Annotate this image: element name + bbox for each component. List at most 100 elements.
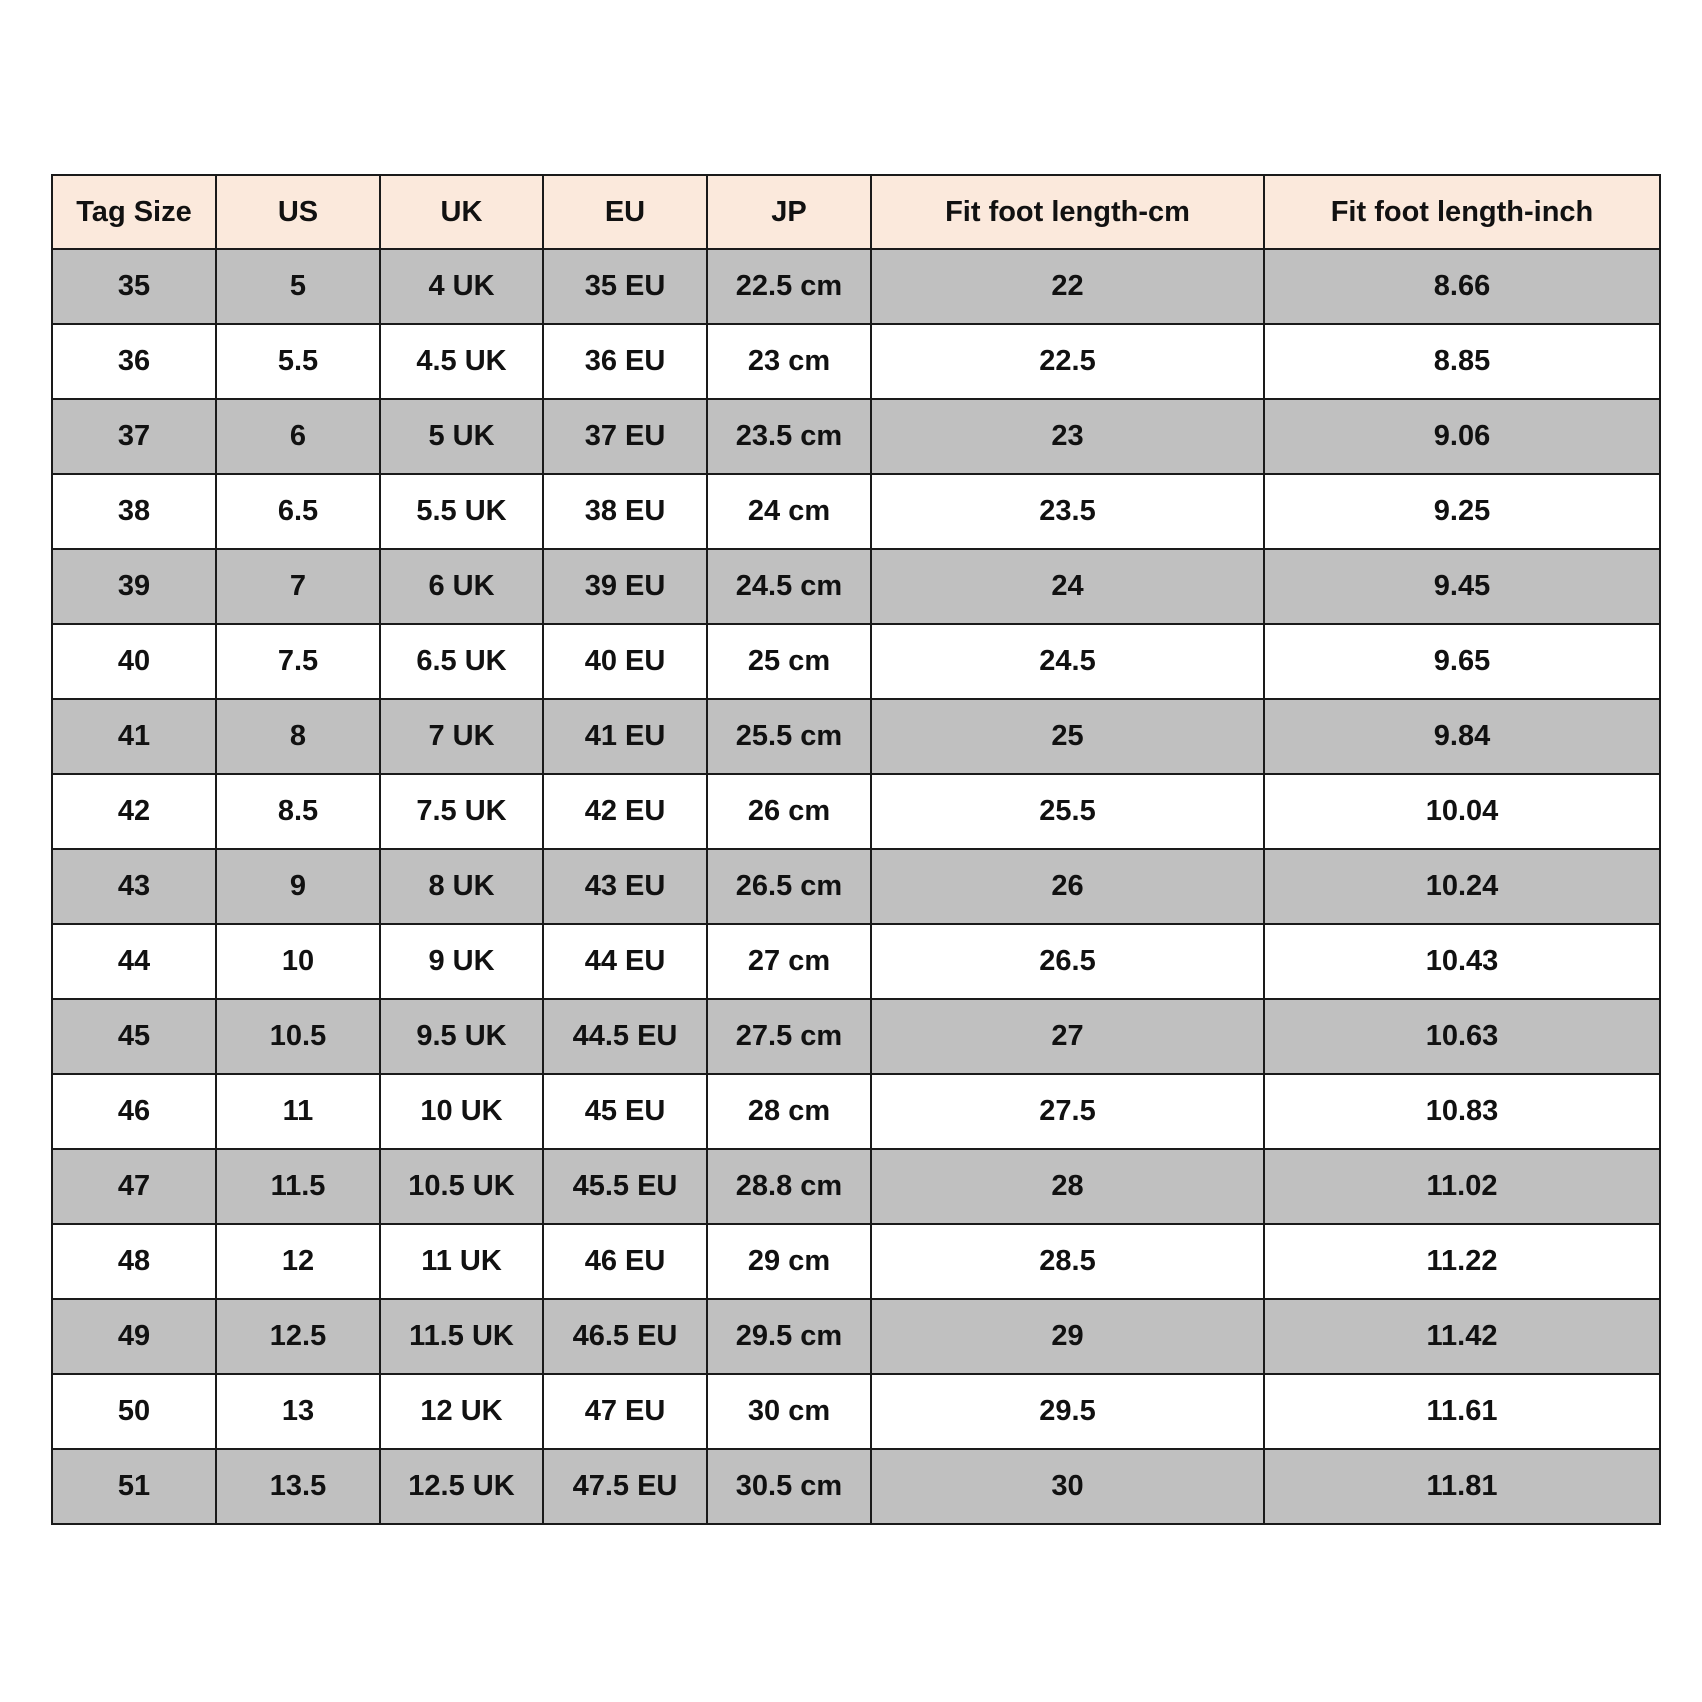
cell-fit-foot-length-inch: 10.83 <box>1263 1073 1661 1150</box>
table-row: 35 5 4 UK 35 EU 22.5 cm 22 8.66 <box>51 248 1661 325</box>
cell-fit-foot-length-cm: 22.5 <box>870 323 1265 400</box>
table-row: 49 12.5 11.5 UK 46.5 EU 29.5 cm 29 11.42 <box>51 1298 1661 1375</box>
cell-eu: 40 EU <box>542 623 708 700</box>
cell-jp: 30.5 cm <box>706 1448 872 1525</box>
column-header-us: US <box>215 174 381 250</box>
cell-fit-foot-length-inch: 11.02 <box>1263 1148 1661 1225</box>
table-row: 43 9 8 UK 43 EU 26.5 cm 26 10.24 <box>51 848 1661 925</box>
cell-jp: 26 cm <box>706 773 872 850</box>
cell-jp: 22.5 cm <box>706 248 872 325</box>
table-row: 37 6 5 UK 37 EU 23.5 cm 23 9.06 <box>51 398 1661 475</box>
cell-uk: 7.5 UK <box>379 773 544 850</box>
column-header-uk: UK <box>379 174 544 250</box>
cell-us: 12.5 <box>215 1298 381 1375</box>
cell-uk: 9.5 UK <box>379 998 544 1075</box>
cell-uk: 6.5 UK <box>379 623 544 700</box>
cell-eu: 38 EU <box>542 473 708 550</box>
cell-uk: 10 UK <box>379 1073 544 1150</box>
cell-us: 7 <box>215 548 381 625</box>
table-row: 38 6.5 5.5 UK 38 EU 24 cm 23.5 9.25 <box>51 473 1661 550</box>
cell-tag-size: 48 <box>51 1223 217 1300</box>
cell-us: 6.5 <box>215 473 381 550</box>
cell-uk: 9 UK <box>379 923 544 1000</box>
cell-tag-size: 38 <box>51 473 217 550</box>
cell-jp: 25.5 cm <box>706 698 872 775</box>
column-header-tag-size: Tag Size <box>51 174 217 250</box>
column-header-fit-foot-length-cm: Fit foot length-cm <box>870 174 1265 250</box>
cell-eu: 42 EU <box>542 773 708 850</box>
cell-uk: 12 UK <box>379 1373 544 1450</box>
cell-tag-size: 44 <box>51 923 217 1000</box>
cell-uk: 11 UK <box>379 1223 544 1300</box>
cell-fit-foot-length-inch: 8.85 <box>1263 323 1661 400</box>
cell-fit-foot-length-cm: 26 <box>870 848 1265 925</box>
cell-fit-foot-length-cm: 25.5 <box>870 773 1265 850</box>
cell-fit-foot-length-cm: 22 <box>870 248 1265 325</box>
cell-fit-foot-length-inch: 9.65 <box>1263 623 1661 700</box>
cell-fit-foot-length-cm: 23.5 <box>870 473 1265 550</box>
cell-uk: 12.5 UK <box>379 1448 544 1525</box>
cell-eu: 46 EU <box>542 1223 708 1300</box>
cell-us: 5.5 <box>215 323 381 400</box>
cell-tag-size: 37 <box>51 398 217 475</box>
cell-fit-foot-length-cm: 23 <box>870 398 1265 475</box>
header-row: Tag Size US UK EU JP Fit foot length-cm Fit fo… <box>51 174 1661 250</box>
cell-fit-foot-length-cm: 27.5 <box>870 1073 1265 1150</box>
table-row: 46 11 10 UK 45 EU 28 cm 27.5 10.83 <box>51 1073 1661 1150</box>
cell-jp: 25 cm <box>706 623 872 700</box>
cell-us: 13 <box>215 1373 381 1450</box>
cell-uk: 4 UK <box>379 248 544 325</box>
table-row: 44 10 9 UK 44 EU 27 cm 26.5 10.43 <box>51 923 1661 1000</box>
cell-us: 8 <box>215 698 381 775</box>
cell-tag-size: 51 <box>51 1448 217 1525</box>
cell-eu: 36 EU <box>542 323 708 400</box>
cell-jp: 26.5 cm <box>706 848 872 925</box>
cell-eu: 47.5 EU <box>542 1448 708 1525</box>
cell-tag-size: 41 <box>51 698 217 775</box>
table-row: 40 7.5 6.5 UK 40 EU 25 cm 24.5 9.65 <box>51 623 1661 700</box>
cell-uk: 7 UK <box>379 698 544 775</box>
cell-tag-size: 43 <box>51 848 217 925</box>
cell-uk: 6 UK <box>379 548 544 625</box>
table-row: 39 7 6 UK 39 EU 24.5 cm 24 9.45 <box>51 548 1661 625</box>
cell-fit-foot-length-cm: 26.5 <box>870 923 1265 1000</box>
cell-us: 6 <box>215 398 381 475</box>
cell-fit-foot-length-inch: 10.43 <box>1263 923 1661 1000</box>
cell-fit-foot-length-inch: 10.63 <box>1263 998 1661 1075</box>
cell-fit-foot-length-inch: 9.25 <box>1263 473 1661 550</box>
cell-us: 8.5 <box>215 773 381 850</box>
table-row: 51 13.5 12.5 UK 47.5 EU 30.5 cm 30 11.81 <box>51 1448 1661 1525</box>
cell-fit-foot-length-inch: 11.61 <box>1263 1373 1661 1450</box>
cell-us: 11.5 <box>215 1148 381 1225</box>
cell-jp: 29 cm <box>706 1223 872 1300</box>
cell-jp: 30 cm <box>706 1373 872 1450</box>
cell-eu: 44 EU <box>542 923 708 1000</box>
cell-fit-foot-length-inch: 11.81 <box>1263 1448 1661 1525</box>
cell-fit-foot-length-inch: 11.42 <box>1263 1298 1661 1375</box>
cell-fit-foot-length-cm: 30 <box>870 1448 1265 1525</box>
cell-tag-size: 36 <box>51 323 217 400</box>
cell-uk: 10.5 UK <box>379 1148 544 1225</box>
cell-fit-foot-length-inch: 8.66 <box>1263 248 1661 325</box>
column-header-eu: EU <box>542 174 708 250</box>
cell-fit-foot-length-inch: 9.45 <box>1263 548 1661 625</box>
column-header-fit-foot-length-inch: Fit foot length-inch <box>1263 174 1661 250</box>
table-row: 50 13 12 UK 47 EU 30 cm 29.5 11.61 <box>51 1373 1661 1450</box>
cell-jp: 29.5 cm <box>706 1298 872 1375</box>
cell-jp: 24 cm <box>706 473 872 550</box>
cell-fit-foot-length-cm: 28.5 <box>870 1223 1265 1300</box>
cell-tag-size: 40 <box>51 623 217 700</box>
cell-fit-foot-length-cm: 27 <box>870 998 1265 1075</box>
cell-eu: 46.5 EU <box>542 1298 708 1375</box>
cell-us: 13.5 <box>215 1448 381 1525</box>
cell-uk: 5 UK <box>379 398 544 475</box>
cell-eu: 43 EU <box>542 848 708 925</box>
cell-tag-size: 49 <box>51 1298 217 1375</box>
cell-fit-foot-length-cm: 29 <box>870 1298 1265 1375</box>
cell-jp: 28 cm <box>706 1073 872 1150</box>
cell-uk: 8 UK <box>379 848 544 925</box>
cell-eu: 47 EU <box>542 1373 708 1450</box>
cell-uk: 4.5 UK <box>379 323 544 400</box>
cell-fit-foot-length-inch: 10.04 <box>1263 773 1661 850</box>
cell-tag-size: 35 <box>51 248 217 325</box>
